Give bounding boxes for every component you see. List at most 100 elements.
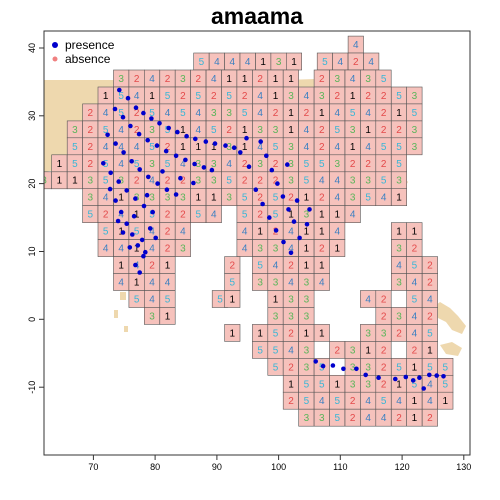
grid-cell-value: 2 <box>381 345 387 356</box>
grid-cell: 5 <box>390 154 407 173</box>
grid-cell: 2 <box>159 171 176 190</box>
grid-cell-value: 1 <box>335 210 341 221</box>
grid-cell-value: 4 <box>396 261 402 272</box>
grid-cell-value: 1 <box>443 396 449 407</box>
grid-cell: 5 <box>406 256 423 274</box>
grid-cell: 5 <box>375 137 392 156</box>
presence-point <box>330 363 336 368</box>
grid-cell-value: 4 <box>165 108 171 119</box>
grid-cell-value: 3 <box>149 193 155 204</box>
presence-point <box>281 239 286 245</box>
grid-cell-value: 1 <box>273 91 279 102</box>
grid-cell-value: 3 <box>196 176 202 187</box>
grid-cell: 1 <box>252 222 269 240</box>
grid-cell: 3 <box>113 69 130 88</box>
grid-cell: 2 <box>329 86 346 105</box>
grid-cell-value: 4 <box>365 396 371 407</box>
grid-cell: 4 <box>329 188 346 206</box>
presence-point <box>209 167 215 173</box>
grid-cell-value: 3 <box>304 295 310 306</box>
presence-point <box>129 159 134 164</box>
grid-cell: 3 <box>282 86 299 105</box>
grid-cell: 4 <box>128 137 145 156</box>
grid-cell: 2 <box>360 154 377 173</box>
grid-cell-value: 1 <box>304 193 310 204</box>
grid-cell-value: 5 <box>319 379 325 390</box>
grid-cell-value: 1 <box>180 125 186 136</box>
grid-cell-value: 1 <box>412 227 418 238</box>
presence-point <box>285 162 290 167</box>
grid-cell: 3 <box>298 290 315 308</box>
grid-cell: 1 <box>390 222 407 240</box>
grid-cell-value: 1 <box>165 261 171 272</box>
grid-cell-value: 2 <box>288 328 294 339</box>
grid-cell-value: 3 <box>276 57 282 68</box>
grid-cell-value: 1 <box>134 210 140 221</box>
presence-point <box>173 192 179 197</box>
presence-point <box>107 186 113 192</box>
grid-cell: 3 <box>360 357 377 376</box>
grid-cell-value: 4 <box>214 57 220 68</box>
grid-cell-value: 4 <box>365 108 371 119</box>
grid-cell: 3 <box>298 408 315 427</box>
grid-cell-box <box>390 188 407 206</box>
grid-cell-value: 1 <box>304 227 310 238</box>
presence-point <box>108 170 113 176</box>
grid-cell: 4 <box>113 154 130 173</box>
grid-cell: 1 <box>66 171 83 190</box>
grid-cell-value: 2 <box>149 261 155 272</box>
grid-cell: 5 <box>221 171 238 190</box>
grid-cell-value: 5 <box>304 379 310 390</box>
grid-cell: 2 <box>375 103 392 122</box>
grid-cell-value: 3 <box>381 328 387 339</box>
x-tick-label: 70 <box>88 462 98 472</box>
presence-point <box>105 132 110 138</box>
grid-cell-value: 5 <box>180 108 186 119</box>
presence-point <box>280 194 286 199</box>
presence-point <box>124 221 129 226</box>
grid-cell-value: 5 <box>273 142 279 153</box>
grid-cell-box <box>174 239 191 257</box>
grid-cell: 5 <box>190 86 207 105</box>
grid-cell: 2 <box>375 357 392 376</box>
grid-cell: 2 <box>128 120 145 139</box>
grid-cell: 3 <box>205 103 222 122</box>
grid-cell: 5 <box>437 357 454 376</box>
presence-point <box>120 114 126 120</box>
grid-cell-value: 4 <box>242 227 248 238</box>
grid-cell-value: 4 <box>304 91 310 102</box>
grid-cell-box <box>159 307 176 325</box>
grid-cell-value: 4 <box>427 379 433 390</box>
grid-cell-box <box>313 324 330 342</box>
grid-cell: 4 <box>282 222 299 240</box>
grid-cell-value: 4 <box>288 345 294 356</box>
presence-point <box>275 181 280 186</box>
grid-cell-value: 4 <box>319 278 325 289</box>
grid-cell: 4 <box>224 52 241 71</box>
grid-cell: 2 <box>159 69 176 88</box>
grid-cell: 3 <box>144 307 161 325</box>
grid-cell-box <box>421 408 438 427</box>
y-tick-label: 0 <box>27 317 37 322</box>
grid-cell-value: 3 <box>273 278 279 289</box>
presence-point <box>149 116 154 121</box>
grid-cell-value: 4 <box>257 91 263 102</box>
grid-cell-value: 5 <box>304 396 310 407</box>
grid-cell-value: 4 <box>149 176 155 187</box>
grid-cell: 1 <box>329 205 346 223</box>
grid-cell: 4 <box>347 35 364 54</box>
grid-cell: 2 <box>298 103 315 122</box>
grid-cell: 3 <box>298 341 315 359</box>
plot-frame <box>43 30 471 456</box>
grid-cell-value: 4 <box>288 227 294 238</box>
grid-cell: 2 <box>313 239 330 257</box>
grid-cell-value: 5 <box>396 91 402 102</box>
grid-cell: 1 <box>205 137 222 156</box>
grid-cell: 4 <box>375 408 392 427</box>
grid-cell-value: 2 <box>196 74 202 85</box>
grid-cell-value: 4 <box>381 193 387 204</box>
grid-cell-value: 5 <box>242 210 248 221</box>
grid-cell-value: 2 <box>165 210 171 221</box>
grid-cell-value: 3 <box>304 210 310 221</box>
grid-cell-value: 2 <box>319 74 325 85</box>
